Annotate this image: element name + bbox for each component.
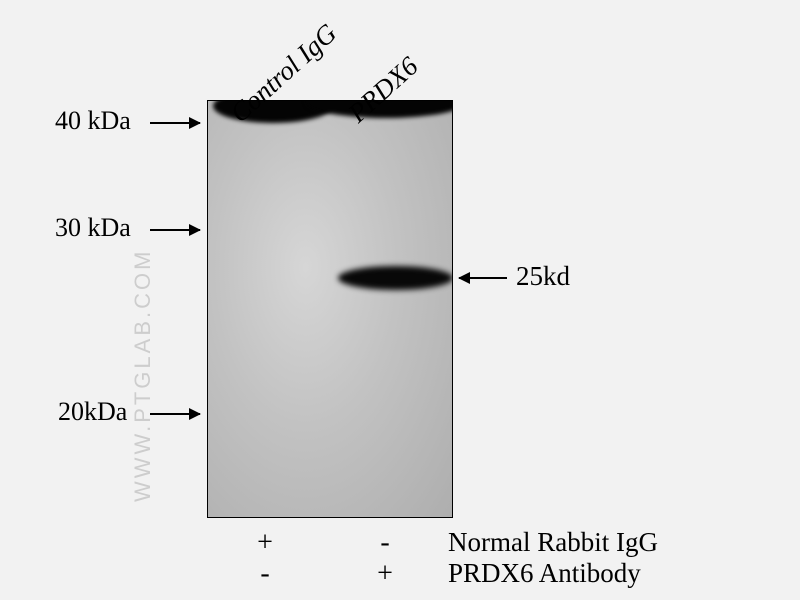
legend-sym1-0: + [250,527,280,559]
mw-arrow-2 [150,413,200,415]
band-arrow [459,277,507,279]
mw-label-0: 40 kDa [55,106,131,136]
legend-sym2-1: + [370,558,400,590]
western-blot [207,100,453,518]
watermark-text: WWW.PTGLAB.COM [130,249,156,502]
mw-label-2: 20kDa [58,397,127,427]
legend-label-0: Normal Rabbit IgG [448,527,658,558]
figure-container: WWW.PTGLAB.COM Control IgGPRDX640 kDa30 … [0,0,800,600]
mw-arrow-1 [150,229,200,231]
blot-band-2 [338,266,453,290]
legend-sym2-0: - [370,527,400,559]
band-label: 25kd [516,261,570,292]
mw-arrow-0 [150,122,200,124]
legend-sym1-1: - [250,558,280,590]
blot-background [208,101,452,517]
mw-label-1: 30 kDa [55,213,131,243]
legend-label-1: PRDX6 Antibody [448,558,641,589]
